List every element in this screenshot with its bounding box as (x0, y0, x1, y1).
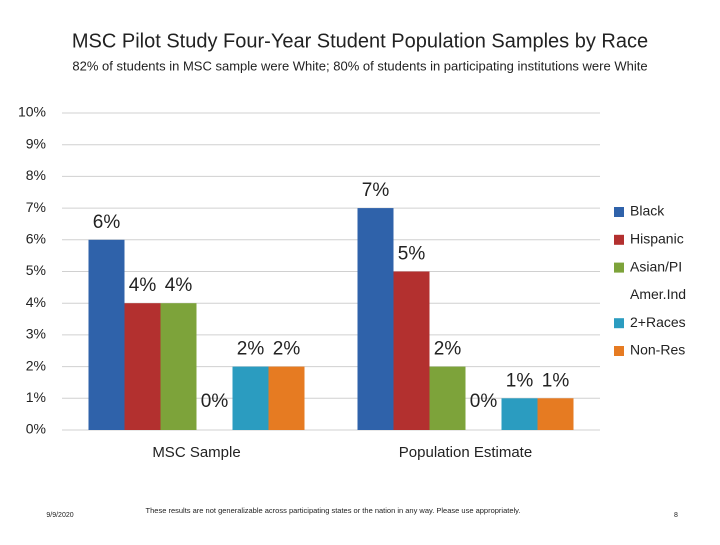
bar (537, 398, 574, 430)
value-label: 5% (398, 244, 426, 265)
legend-swatch (614, 234, 624, 245)
legend-label: Black (630, 203, 665, 219)
legend-swatch (614, 290, 624, 301)
bar (88, 239, 125, 430)
bar (124, 303, 161, 430)
legend-swatch (614, 207, 624, 217)
y-tick-label: 6% (26, 231, 46, 247)
y-tick-label: 3% (26, 326, 46, 342)
y-tick-label: 9% (26, 135, 46, 151)
footer-note: These results are not generalizable acro… (146, 506, 521, 515)
value-label: 4% (129, 275, 157, 296)
value-label: 4% (165, 275, 193, 296)
value-label: 1% (506, 370, 534, 391)
value-label: 2% (434, 339, 462, 360)
chart-subtitle: 82% of students in MSC sample were White… (72, 58, 647, 73)
legend-label: Hispanic (630, 231, 684, 247)
legend-label: 2+Races (630, 314, 686, 330)
y-tick-label: 0% (26, 421, 46, 437)
x-tick-label: MSC Sample (152, 444, 240, 461)
legend-swatch (614, 346, 624, 356)
value-label: 0% (201, 391, 229, 412)
y-tick-label: 10% (18, 104, 46, 120)
y-tick-label: 1% (26, 389, 46, 405)
y-tick-label: 2% (26, 357, 46, 373)
bar (393, 271, 430, 430)
footer-date: 9/9/2020 (46, 512, 73, 519)
page-number: 8 (674, 512, 678, 519)
bar (268, 366, 305, 430)
chart-title: MSC Pilot Study Four-Year Student Popula… (72, 30, 648, 52)
legend-label: Amer.Ind (630, 286, 686, 302)
y-tick-label: 7% (26, 199, 46, 215)
bar (429, 366, 466, 430)
bar (501, 398, 538, 430)
legend-label: Asian/PI (630, 258, 682, 274)
value-label: 6% (93, 212, 121, 233)
bar (232, 366, 269, 430)
value-label: 0% (470, 391, 498, 412)
y-tick-label: 4% (26, 294, 46, 310)
y-tick-label: 8% (26, 167, 46, 183)
value-label: 2% (273, 339, 301, 360)
legend-swatch (614, 318, 624, 329)
y-tick-label: 5% (26, 262, 46, 278)
x-tick-label: Population Estimate (399, 444, 532, 461)
value-label: 7% (362, 180, 390, 201)
legend-label: Non-Res (630, 342, 685, 358)
bar (160, 303, 197, 430)
value-label: 2% (237, 339, 265, 360)
bar (357, 208, 394, 430)
legend-swatch (614, 262, 624, 273)
value-label: 1% (542, 370, 570, 391)
